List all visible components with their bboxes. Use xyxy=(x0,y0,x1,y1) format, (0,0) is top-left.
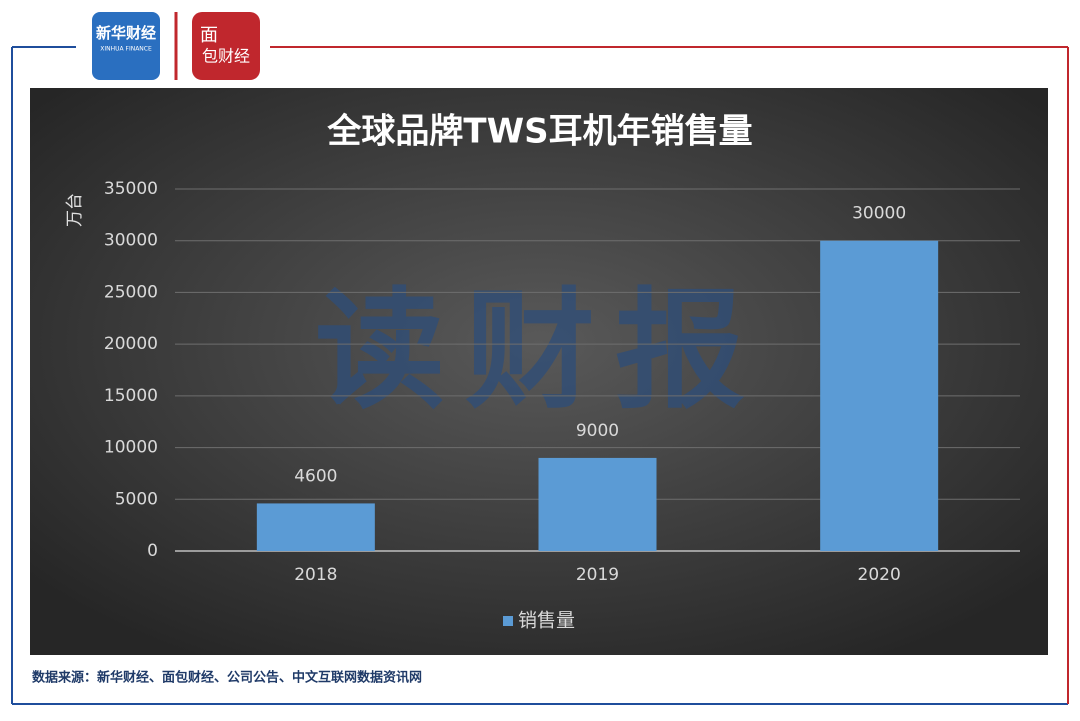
bar xyxy=(256,503,375,551)
y-tick-label: 20000 xyxy=(104,334,158,354)
xinhua-name: 新华财经 xyxy=(96,24,156,42)
legend-swatch xyxy=(503,616,513,626)
y-tick-label: 30000 xyxy=(104,231,158,251)
bar xyxy=(538,457,657,551)
mianbao-logo xyxy=(192,12,260,80)
data-label: 30000 xyxy=(852,204,906,224)
x-tick-label: 2018 xyxy=(294,565,337,585)
mianbao-top: 面 xyxy=(200,25,218,46)
y-tick-label: 15000 xyxy=(104,386,158,406)
xinhua-en: XINHUA FINANCE xyxy=(100,46,152,53)
xinhua-logo xyxy=(92,12,160,80)
y-tick-label: 10000 xyxy=(104,438,158,458)
data-label: 4600 xyxy=(294,466,337,486)
y-axis-label: 万台 xyxy=(65,193,85,227)
y-tick-label: 5000 xyxy=(115,489,158,509)
source-note: 数据来源：新华财经、面包财经、公司公告、中文互联网数据资讯网 xyxy=(32,670,422,686)
chart-title: 全球品牌TWS耳机年销售量 xyxy=(326,112,752,152)
data-label: 9000 xyxy=(576,421,619,441)
y-tick-label: 0 xyxy=(147,541,158,561)
plot: 0 5000 10000 15000 20000 25000 30000 35000 2018 4… xyxy=(104,179,1020,632)
x-tick-label: 2019 xyxy=(576,565,619,585)
watermark: 读财报 xyxy=(315,275,765,427)
bar xyxy=(820,240,939,551)
x-tick-label: 2020 xyxy=(858,565,901,585)
legend-label: 销售量 xyxy=(518,610,575,632)
mianbao-bottom: 包财经 xyxy=(202,47,250,66)
y-tick-label: 35000 xyxy=(104,179,158,199)
y-tick-label: 25000 xyxy=(104,282,158,302)
